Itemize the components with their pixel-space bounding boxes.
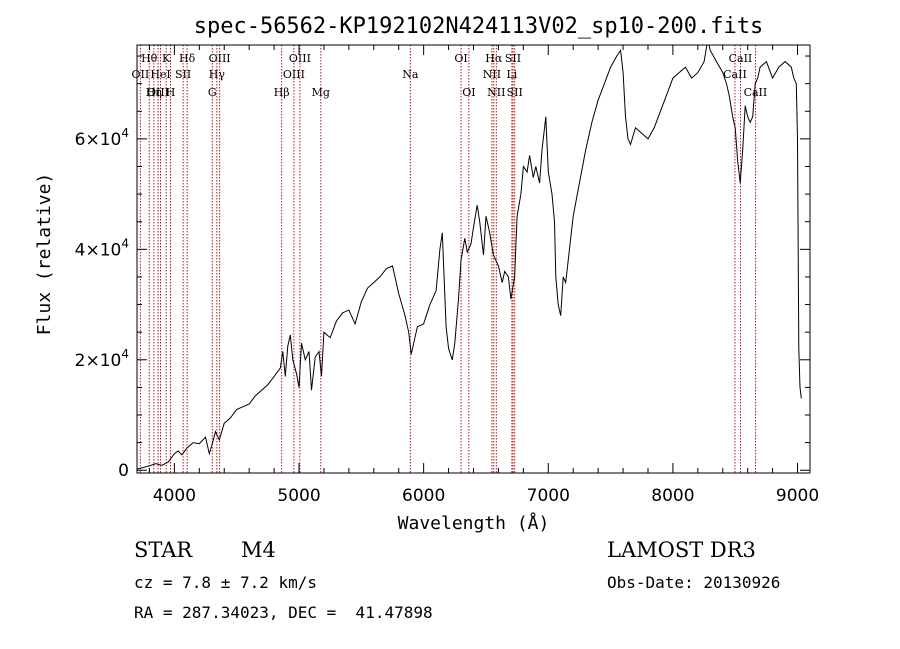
object-subclass: M4 <box>241 538 276 562</box>
line-label-25: CaII <box>729 52 753 65</box>
line-label-23: Li <box>506 68 517 81</box>
line-markers <box>139 45 756 473</box>
line-label-14: OIII <box>283 68 305 81</box>
object-class: STAR <box>134 538 193 562</box>
line-label-7: SII <box>175 68 191 81</box>
line-label-4: HeI <box>150 68 170 81</box>
line-label-27: CaII <box>744 86 768 99</box>
line-label-21: NII <box>487 86 505 99</box>
spectrum-chart: spec-56562-KP192102N424113V02_sp10-200.f… <box>34 14 819 534</box>
x-tick-label-0: 4000 <box>153 486 196 506</box>
y-tick-label-1: 2×104 <box>75 347 129 371</box>
obs-date: Obs-Date: 20130926 <box>607 573 781 592</box>
x-tick-label-2: 6000 <box>402 486 445 506</box>
line-label-5: H <box>166 86 176 99</box>
line-label-0: Hθ <box>141 52 158 65</box>
line-label-26: CaII <box>723 68 747 81</box>
x-tick-label-4: 8000 <box>651 486 694 506</box>
line-label-24: SII <box>507 86 523 99</box>
y-tick-label-3: 6×104 <box>75 126 129 150</box>
line-label-22: SII <box>505 52 521 65</box>
line-label-13: OIII <box>289 52 311 65</box>
chart-title: spec-56562-KP192102N424113V02_sp10-200.f… <box>194 14 764 39</box>
line-label-1: OII <box>132 68 150 81</box>
line-label-19: Hα <box>485 52 503 65</box>
survey-name: LAMOST DR3 <box>607 538 756 562</box>
y-tick-label-0: 0 <box>118 461 129 481</box>
line-label-15: Mg <box>312 86 330 99</box>
line-label-20: NII <box>483 68 501 81</box>
line-label-6: Hη <box>146 86 162 99</box>
line-label-18: OI <box>462 86 475 99</box>
line-label-16: Na <box>402 68 419 81</box>
ra-dec: RA = 287.34023, DEC = 41.47898 <box>134 603 433 622</box>
x-axis-label: Wavelength (Å) <box>398 512 550 534</box>
y-axis-label: Flux (relative) <box>34 173 55 336</box>
line-label-17: OI <box>454 52 467 65</box>
x-tick-label-3: 7000 <box>527 486 570 506</box>
line-label-11: G <box>208 86 217 99</box>
y-tick-label-2: 4×104 <box>75 236 129 260</box>
x-tick-label-5: 9000 <box>776 486 819 506</box>
spectrum-line <box>137 45 802 470</box>
line-label-12: Hβ <box>274 86 290 99</box>
redshift-cz: cz = 7.8 ± 7.2 km/s <box>134 573 318 592</box>
line-label-9: OIII <box>209 52 231 65</box>
line-label-3: K <box>162 52 171 65</box>
line-label-10: Hγ <box>209 68 226 81</box>
line-label-2: OIII <box>147 86 169 99</box>
x-tick-label-1: 5000 <box>277 486 320 506</box>
line-label-8: Hδ <box>179 52 196 65</box>
